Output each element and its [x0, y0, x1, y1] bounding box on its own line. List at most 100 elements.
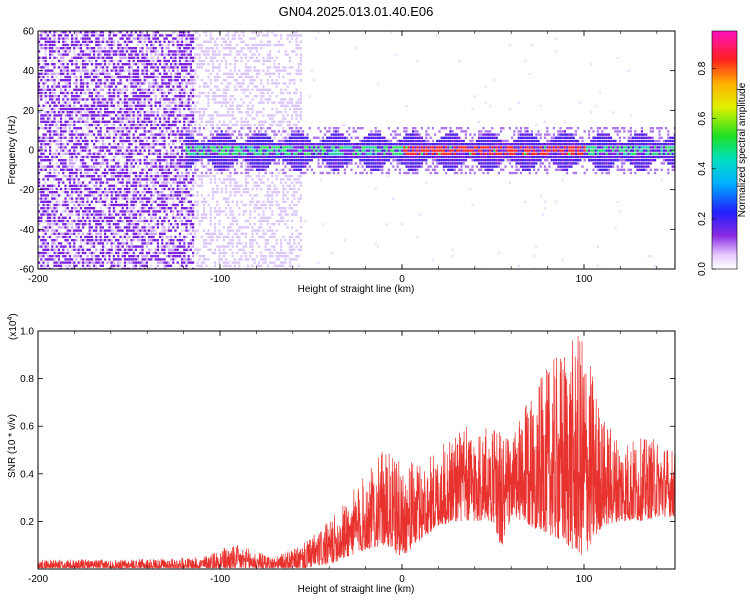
- spectrogram-cell: [51, 216, 54, 219]
- spectrogram-cell: [159, 165, 162, 168]
- spectrogram-cell: [183, 75, 186, 79]
- spectrogram-cell: [189, 75, 192, 79]
- spectrogram-cell: [40, 258, 43, 261]
- spectrogram-cell: [253, 155, 256, 159]
- spectrogram-cell: [132, 63, 135, 66]
- spectrogram-cell: [258, 159, 261, 162]
- spectrogram-cell: [216, 53, 219, 56]
- spectrogram-cell: [145, 146, 148, 149]
- spectrogram-cell: [141, 104, 144, 107]
- spectrogram-cell: [53, 72, 56, 75]
- spectrogram-cell: [229, 191, 232, 194]
- spectrogram-cell: [97, 149, 100, 152]
- spectrogram-cell: [119, 136, 122, 139]
- spectrogram-cell: [68, 171, 71, 175]
- spectrogram-cell: [82, 191, 85, 194]
- spectrogram-cell: [123, 63, 126, 66]
- spectrogram-cell: [170, 229, 173, 232]
- spectrogram-cell: [176, 251, 179, 255]
- spectrogram-cell: [159, 223, 162, 226]
- spectrogram-cell: [55, 191, 58, 194]
- spectrogram-cell: [192, 187, 195, 191]
- spectrogram-cell: [170, 197, 173, 200]
- spectrogram-cell: [137, 69, 140, 72]
- spectrogram-cell: [40, 143, 43, 146]
- spectrogram-cell: [143, 242, 146, 245]
- spectrogram-cell: [145, 219, 148, 223]
- spectrogram-cell: [161, 123, 164, 127]
- spectrogram-cell: [205, 149, 208, 152]
- spectrogram-cell: [200, 216, 203, 219]
- spectrogram-cell: [165, 162, 168, 165]
- spectrogram-cell: [86, 127, 89, 130]
- spectrogram-cell: [222, 101, 225, 104]
- spectrogram-cell: [51, 120, 54, 123]
- spectrogram-cell: [77, 232, 80, 235]
- spectrogram-cell: [159, 251, 162, 255]
- spectrogram-cell: [163, 91, 166, 95]
- spectrogram-cell: [181, 146, 184, 149]
- spectrogram-cell: [183, 255, 186, 258]
- spectrogram-cell: [95, 43, 98, 47]
- spectrogram-cell: [71, 200, 74, 203]
- spectrogram-cell: [167, 123, 170, 127]
- spectrogram-cell: [143, 216, 146, 219]
- spectrogram-cell: [121, 251, 124, 255]
- spectrogram-cell: [97, 216, 100, 219]
- spectrogram-cell: [145, 56, 148, 59]
- spectrogram-cell: [86, 107, 89, 111]
- spectrogram-cell: [73, 88, 76, 91]
- spectrogram-cell: [123, 168, 126, 171]
- spectrogram-cell: [200, 235, 203, 239]
- spectrogram-cell: [106, 120, 109, 123]
- spectrogram-cell: [154, 171, 157, 175]
- spectrogram-cell: [218, 120, 221, 123]
- spectrogram-cell: [187, 159, 190, 162]
- spectrogram-cell: [192, 242, 195, 245]
- spectrogram-cell: [178, 165, 181, 168]
- spectrogram-cell: [134, 127, 137, 130]
- spectrogram-cell: [88, 216, 91, 219]
- spectrogram-cell: [44, 207, 47, 210]
- spectrogram-cell: [86, 255, 89, 258]
- spectrogram-cell: [163, 107, 166, 111]
- spectrogram-cell: [211, 69, 214, 72]
- spectrogram-cell: [222, 178, 225, 181]
- spectrogram-cell: [159, 53, 162, 56]
- spectrogram-cell: [211, 63, 214, 66]
- spectrogram-cell: [148, 184, 151, 187]
- spectrogram-cell: [141, 245, 144, 248]
- spectrogram-cell: [82, 226, 85, 229]
- spectrogram-cell: [167, 66, 170, 69]
- spectrogram-cell: [66, 213, 69, 216]
- spectrogram-cell: [82, 248, 85, 251]
- spectrogram-cell: [150, 267, 153, 269]
- spectrogram-cell: [130, 267, 133, 269]
- spectrogram-cell: [64, 95, 67, 98]
- spectrogram-cell: [62, 162, 65, 165]
- spectrogram-cell: [187, 143, 190, 146]
- spectrogram-cell: [240, 149, 243, 152]
- spectrogram-cell: [101, 251, 104, 255]
- spectrogram-cell: [117, 267, 120, 269]
- spectrogram-cell: [222, 226, 225, 229]
- spectrogram-cell: [225, 213, 228, 216]
- spectrogram-cell: [231, 75, 234, 79]
- spectrogram-cell: [159, 207, 162, 210]
- spectrogram-cell: [97, 178, 100, 181]
- spectrogram-cell: [154, 123, 157, 127]
- spectrogram-cell: [88, 59, 91, 63]
- spectrogram-cell: [71, 168, 74, 171]
- spectrogram-cell: [192, 181, 195, 184]
- spectrogram-cell: [203, 40, 206, 43]
- spectrogram-cell: [60, 155, 63, 159]
- spectrogram-cell: [90, 229, 93, 232]
- spectrogram-cell: [247, 104, 250, 107]
- spectrogram-cell: [137, 114, 140, 117]
- spectrogram-cell: [119, 127, 122, 130]
- spectrogram-cell: [205, 40, 208, 43]
- spectrogram-cell: [214, 101, 217, 104]
- spectrogram-cell: [227, 203, 230, 207]
- spectrogram-cell: [86, 232, 89, 235]
- spectrogram-cell: [176, 75, 179, 79]
